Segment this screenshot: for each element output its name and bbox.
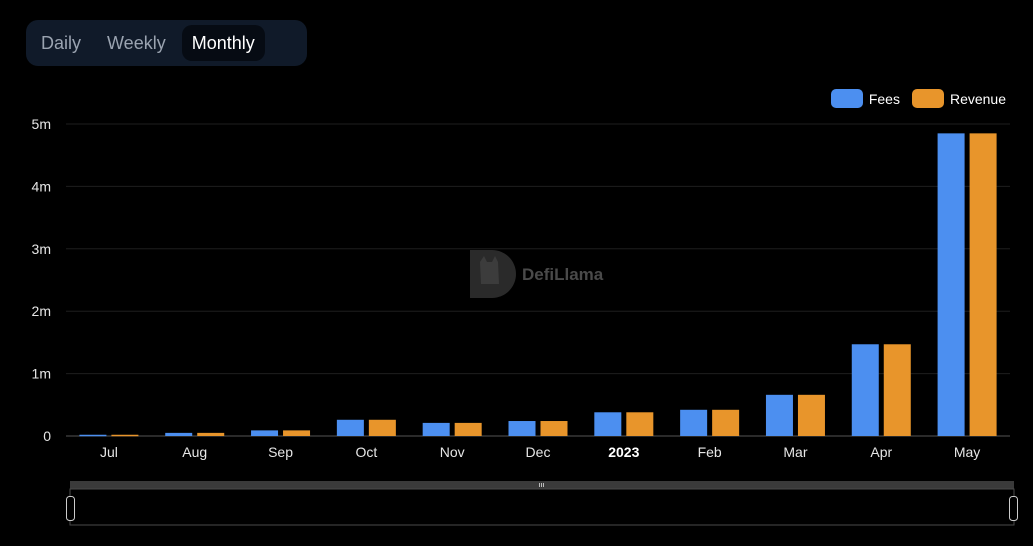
y-tick-label: 5m — [32, 116, 51, 132]
bar-revenue-oct[interactable] — [368, 419, 396, 436]
bar-fees-feb[interactable] — [680, 409, 708, 436]
bar-revenue-nov[interactable] — [454, 422, 482, 436]
watermark: DefiLlama — [470, 250, 604, 298]
bar-fees-jul[interactable] — [79, 434, 107, 437]
watermark-text: DefiLlama — [522, 265, 604, 284]
x-tick-label: Nov — [440, 444, 465, 460]
x-tick-label: 2023 — [608, 444, 639, 460]
legend-swatch-fees — [830, 89, 863, 108]
bar-fees-aug[interactable] — [165, 432, 193, 436]
x-tick-label: Dec — [526, 444, 551, 460]
legend-label-revenue: Revenue — [949, 90, 1006, 107]
bar-revenue-2023[interactable] — [626, 412, 654, 436]
bar-revenue-mar[interactable] — [797, 394, 825, 436]
zoom-slider-left-handle[interactable] — [66, 496, 75, 521]
bar-fees-oct[interactable] — [336, 419, 364, 436]
x-tick-label: Mar — [783, 444, 807, 460]
y-tick-label: 0 — [43, 428, 51, 444]
y-tick-label: 1m — [32, 366, 51, 382]
zoom-slider-grip-icon[interactable] — [539, 483, 544, 487]
data-zoom-slider[interactable] — [66, 481, 1018, 526]
bar-revenue-dec[interactable] — [540, 421, 568, 436]
chart-legend: Fees Revenue — [819, 89, 1006, 108]
legend-label-fees: Fees — [868, 90, 900, 107]
bar-revenue-aug[interactable] — [197, 432, 225, 436]
bar-revenue-sep[interactable] — [283, 430, 311, 436]
zoom-slider-right-handle[interactable] — [1009, 496, 1018, 521]
legend-item-fees[interactable]: Fees — [830, 89, 900, 108]
bar-fees-may[interactable] — [937, 133, 965, 437]
bar-fees-dec[interactable] — [508, 421, 536, 436]
legend-swatch-revenue — [911, 89, 944, 108]
bar-fees-apr[interactable] — [851, 344, 879, 436]
x-tick-label: Apr — [870, 444, 892, 460]
bar-revenue-feb[interactable] — [712, 409, 740, 436]
y-tick-label: 2m — [32, 303, 51, 319]
tab-weekly[interactable]: Weekly — [107, 33, 166, 53]
bars — [79, 133, 997, 437]
x-tick-label: Sep — [268, 444, 293, 460]
llama-logo-icon — [470, 250, 516, 298]
x-axis: Jul Aug Sep Oct Nov Dec 2023 Feb Mar Apr May — [100, 444, 980, 460]
bar-fees-nov[interactable] — [422, 422, 450, 436]
bar-revenue-jul[interactable] — [111, 434, 139, 437]
y-tick-label: 3m — [32, 241, 51, 257]
timeframe-tabs: Daily Weekly Monthly — [26, 20, 307, 66]
bar-fees-sep[interactable] — [251, 430, 279, 436]
y-tick-label: 4m — [32, 178, 51, 194]
bar-fees-2023[interactable] — [594, 412, 622, 436]
x-tick-label: May — [954, 444, 980, 460]
bar-revenue-apr[interactable] — [883, 344, 911, 436]
x-tick-label: Feb — [698, 444, 722, 460]
bar-revenue-may[interactable] — [969, 133, 997, 437]
x-tick-label: Jul — [100, 444, 118, 460]
y-axis: 0 1m 2m 3m 4m 5m — [32, 116, 52, 444]
grid-lines — [66, 123, 1010, 375]
bar-fees-mar[interactable] — [765, 394, 793, 436]
x-tick-label: Oct — [355, 444, 377, 460]
legend-item-revenue[interactable]: Revenue — [911, 89, 1006, 108]
zoom-slider-window[interactable] — [69, 488, 1015, 526]
tab-monthly[interactable]: Monthly — [181, 25, 265, 61]
tab-daily[interactable]: Daily — [41, 33, 82, 53]
x-tick-label: Aug — [182, 444, 207, 460]
